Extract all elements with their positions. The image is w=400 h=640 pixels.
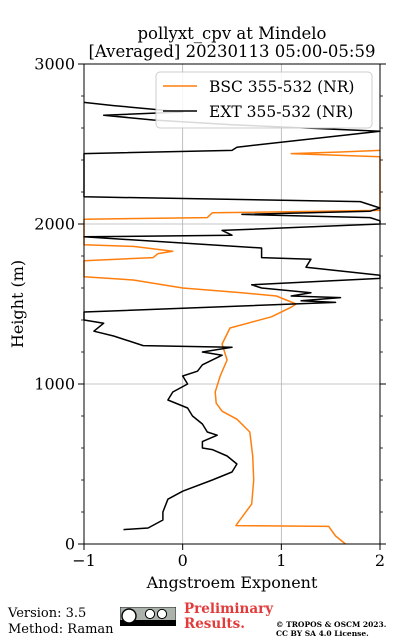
y-tick-label: 3000 bbox=[34, 55, 75, 74]
preliminary-line-2: Results. bbox=[184, 616, 245, 632]
chart: pollyxt_cpv at Mindelo [Averaged] 202301… bbox=[8, 24, 386, 592]
sa-icon bbox=[156, 608, 168, 620]
chart-title-line-1: pollyxt_cpv at Mindelo bbox=[138, 24, 327, 43]
legend-box bbox=[155, 71, 373, 129]
method-text: Method: Raman bbox=[8, 622, 114, 637]
copyright-line-1: © TROPOS & OSCM 2023. bbox=[276, 620, 387, 629]
y-tick-label: 2000 bbox=[34, 215, 75, 234]
x-axis-label: Angstroem Exponent bbox=[146, 573, 318, 592]
x-tick-label: 1 bbox=[276, 551, 286, 570]
plot-frame bbox=[83, 63, 381, 545]
preliminary-notice: Preliminary Results. bbox=[184, 602, 273, 632]
y-tick-label: 1000 bbox=[34, 375, 75, 394]
copyright-notice: © TROPOS & OSCM 2023. CC BY SA 4.0 Licen… bbox=[276, 620, 386, 638]
x-tick-label: 2 bbox=[375, 551, 385, 570]
preliminary-line-1: Preliminary bbox=[184, 601, 274, 617]
y-axis-label: Height (m) bbox=[8, 260, 27, 348]
legend-label-bsc: BSC 355-532 (NR) bbox=[209, 78, 354, 96]
version-text: Version: 3.5 bbox=[8, 606, 87, 621]
chart-title-line-2: [Averaged] 20230113 05:00-05:59 bbox=[89, 42, 376, 61]
legend-label-ext: EXT 355-532 (NR) bbox=[209, 103, 353, 121]
y-tick-label: 0 bbox=[65, 535, 75, 554]
grid bbox=[84, 64, 380, 544]
x-tick-label: 0 bbox=[178, 551, 188, 570]
cc-icon bbox=[121, 608, 137, 624]
copyright-line-2: CC BY SA 4.0 License. bbox=[276, 629, 369, 638]
x-tick-label: −1 bbox=[72, 551, 96, 570]
cc-by-sa-badge bbox=[120, 607, 176, 626]
legend: BSC 355-532 (NR) EXT 355-532 (NR) bbox=[155, 71, 373, 129]
series-line-1 bbox=[83, 101, 381, 531]
series-lines bbox=[83, 101, 381, 545]
by-icon bbox=[144, 608, 156, 620]
